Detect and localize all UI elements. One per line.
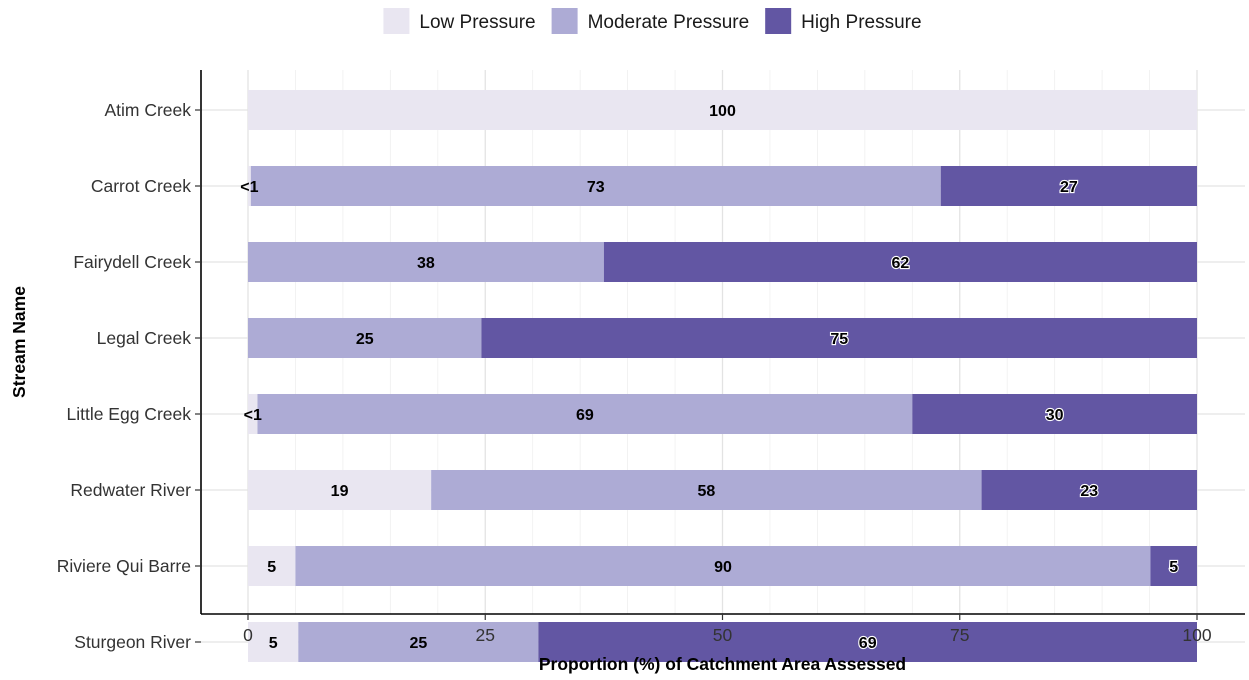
bar-legal-creek-high-pressure <box>481 318 1198 358</box>
bar-redwater-river-moderate-pressure <box>431 470 982 510</box>
y-tick-label-little-egg-creek: Little Egg Creek <box>66 404 191 424</box>
legend-label-low-pressure: Low Pressure <box>419 12 535 33</box>
y-tick-label-riviere-qui-barre: Riviere Qui Barre <box>57 556 191 576</box>
data-labels: 100 <1 73 27 38 62 25 75 <1 69 30 19 58 23 5 90 5 5 25 69 <box>240 103 1179 653</box>
legend-key-low-pressure <box>383 8 410 34</box>
y-axis-title: Stream Name <box>9 286 29 398</box>
x-tick-label-50: 50 <box>713 625 733 645</box>
y-tick-label-carrot-creek: Carrot Creek <box>91 176 191 196</box>
legend-label-high-pressure: High Pressure <box>801 12 921 33</box>
x-tick-label-25: 25 <box>476 625 495 645</box>
bar-redwater-river-low-pressure <box>248 470 432 510</box>
x-axis-title: Proportion (%) of Catchment Area Assesse… <box>539 654 906 674</box>
axes: Proportion (%) of Catchment Area Assesse… <box>9 70 1245 674</box>
bar-riviere-qui-barre-low-pressure <box>248 546 296 586</box>
bar-carrot-creek-moderate-pressure <box>250 166 941 206</box>
data-label-fairydell-creek-high-pressure: 62 <box>892 255 910 272</box>
bar-carrot-creek-high-pressure <box>940 166 1197 206</box>
data-label-riviere-qui-barre-moderate-pressure: 90 <box>714 559 732 576</box>
data-label-fairydell-creek-moderate-pressure: 38 <box>417 255 435 272</box>
data-label-redwater-river-low-pressure: 19 <box>331 483 349 500</box>
data-label-sturgeon-river-moderate-pressure: 25 <box>409 635 427 652</box>
bar-sturgeon-river-high-pressure <box>538 622 1197 662</box>
legend: Low Pressure Moderate Pressure High Pressu… <box>383 8 922 34</box>
bar-riviere-qui-barre-moderate-pressure <box>295 546 1151 586</box>
data-label-sturgeon-river-high-pressure: 69 <box>859 635 877 652</box>
data-label-little-egg-creek-moderate-pressure: 69 <box>576 407 594 424</box>
bar-little-egg-creek-high-pressure <box>912 394 1197 434</box>
data-label-carrot-creek-low-pressure: <1 <box>240 179 258 196</box>
bar-little-egg-creek-moderate-pressure <box>257 394 913 434</box>
legend-key-moderate-pressure <box>551 8 578 34</box>
data-label-sturgeon-river-low-pressure: 5 <box>269 635 278 652</box>
data-label-little-egg-creek-low-pressure: <1 <box>244 407 262 424</box>
bar-carrot-creek-low-pressure <box>248 166 251 206</box>
bar-riviere-qui-barre-high-pressure <box>1150 546 1197 586</box>
data-label-redwater-river-high-pressure: 23 <box>1080 483 1098 500</box>
data-label-atim-creek-low-pressure: 100 <box>709 103 736 120</box>
bar-fairydell-creek-high-pressure <box>603 242 1197 282</box>
bar-atim-creek-low-pressure <box>248 90 1197 130</box>
y-tick-label-redwater-river: Redwater River <box>70 480 191 500</box>
bar-legal-creek-moderate-pressure <box>248 318 482 358</box>
bar-sturgeon-river-moderate-pressure <box>298 622 539 662</box>
bar-redwater-river-high-pressure <box>981 470 1197 510</box>
data-label-carrot-creek-high-pressure: 27 <box>1060 179 1078 196</box>
x-tick-label-75: 75 <box>950 625 969 645</box>
bar-sturgeon-river-low-pressure <box>248 622 299 662</box>
y-tick-label-atim-creek: Atim Creek <box>104 100 191 120</box>
bar-little-egg-creek-low-pressure <box>248 394 258 434</box>
data-label-riviere-qui-barre-low-pressure: 5 <box>267 559 276 576</box>
data-label-redwater-river-moderate-pressure: 58 <box>697 483 715 500</box>
y-tick-label-fairydell-creek: Fairydell Creek <box>73 252 191 272</box>
y-tick-label-legal-creek: Legal Creek <box>97 328 192 348</box>
x-tick-label-100: 100 <box>1182 625 1211 645</box>
legend-label-moderate-pressure: Moderate Pressure <box>588 12 750 33</box>
data-label-little-egg-creek-high-pressure: 30 <box>1046 407 1064 424</box>
data-label-carrot-creek-moderate-pressure: 73 <box>587 179 605 196</box>
data-label-legal-creek-moderate-pressure: 25 <box>356 331 374 348</box>
y-tick-label-sturgeon-river: Sturgeon River <box>74 632 191 652</box>
data-label-riviere-qui-barre-high-pressure: 5 <box>1169 559 1178 576</box>
bars <box>248 90 1198 662</box>
data-label-legal-creek-high-pressure: 75 <box>830 331 848 348</box>
legend-key-high-pressure <box>765 8 792 34</box>
x-tick-label-0: 0 <box>243 625 253 645</box>
bar-fairydell-creek-moderate-pressure <box>248 242 604 282</box>
